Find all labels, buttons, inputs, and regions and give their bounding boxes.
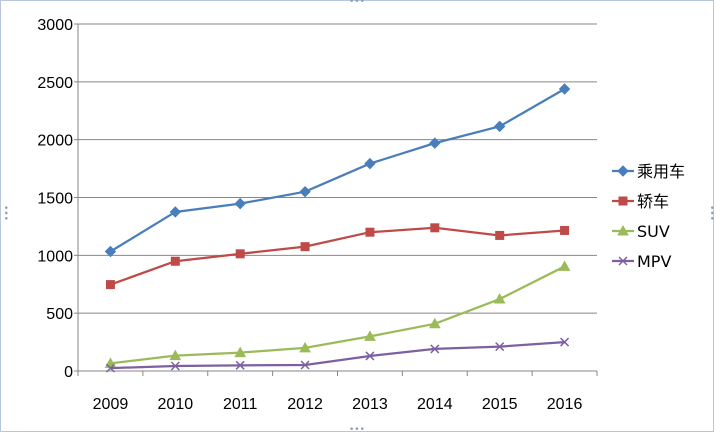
y-tick-label: 0 (64, 364, 73, 381)
y-tick-label: 2500 (37, 75, 73, 92)
series-line-1 (110, 226, 565, 286)
series-line-2 (110, 265, 566, 365)
data-point (560, 337, 570, 347)
data-point (169, 206, 182, 218)
resize-handle-left[interactable]: ••• (0, 205, 10, 221)
legend-marker-1 (618, 196, 628, 206)
legend-label-2: SUV (637, 222, 670, 241)
data-point (364, 157, 376, 170)
data-point (234, 346, 247, 358)
data-point (169, 349, 182, 361)
data-point (430, 344, 440, 354)
series-line-3 (110, 340, 565, 370)
y-tick-label: 500 (46, 306, 73, 323)
x-tick-label: 2012 (287, 396, 323, 413)
data-point (560, 225, 570, 235)
series-line-0 (109, 88, 566, 253)
data-point (495, 230, 505, 240)
data-point (235, 249, 245, 259)
x-tick-label: 2013 (352, 396, 388, 413)
data-point (170, 256, 180, 266)
legend-label-1: 轿车 (637, 192, 669, 211)
data-point (234, 197, 246, 210)
data-point (493, 120, 506, 133)
y-tick-label: 2000 (37, 133, 73, 150)
data-point (558, 83, 571, 95)
data-point (300, 242, 310, 252)
data-point (235, 360, 245, 370)
resize-handle-bottom[interactable]: ••• (349, 425, 365, 435)
data-point (558, 260, 571, 271)
data-point (495, 342, 505, 352)
data-point (364, 330, 376, 341)
resize-handle-top[interactable]: ••• (349, 0, 365, 7)
data-point (430, 223, 440, 233)
x-tick-label: 2016 (547, 396, 583, 413)
legend-marker-0 (617, 165, 629, 177)
x-tick-label: 2010 (158, 396, 194, 413)
data-point (365, 227, 375, 237)
y-tick-label: 1000 (37, 248, 73, 265)
x-tick-label: 2011 (223, 396, 258, 413)
data-point (300, 360, 310, 370)
data-point (105, 280, 115, 290)
y-tick-label: 1500 (37, 191, 73, 208)
y-tick-label: 3000 (37, 17, 73, 34)
data-point (170, 361, 180, 371)
data-point (493, 293, 506, 304)
data-point (299, 341, 311, 353)
resize-handle-right[interactable]: ••• (706, 205, 716, 221)
data-point (429, 137, 441, 149)
data-point (428, 317, 441, 329)
x-tick-label: 2015 (482, 396, 518, 413)
legend-marker-3 (618, 256, 628, 266)
data-point (365, 351, 375, 361)
data-point (299, 186, 311, 198)
legend-label-0: 乘用车 (637, 162, 685, 181)
legend-label-3: MPV (637, 252, 671, 271)
x-tick-label: 2009 (93, 396, 129, 413)
legend-marker-2 (617, 224, 629, 236)
data-point (104, 245, 117, 258)
x-tick-label: 2014 (417, 396, 453, 413)
data-point (105, 363, 115, 373)
